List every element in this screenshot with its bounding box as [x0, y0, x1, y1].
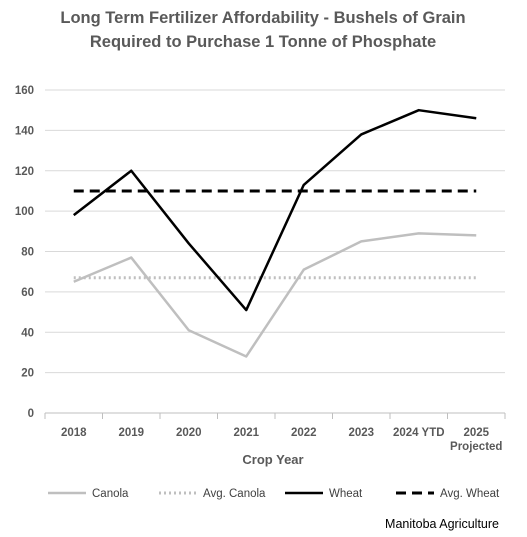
chart-title-line-1: Long Term Fertilizer Affordability - Bus… — [60, 9, 465, 27]
y-tick-label: 140 — [15, 125, 34, 137]
x-tick-label: 2018 — [61, 427, 87, 439]
x-axis-title: Crop Year — [242, 452, 303, 467]
y-tick-label: 120 — [15, 166, 34, 178]
y-tick-label: 160 — [15, 85, 34, 97]
x-axis: 2018 2019 2020 2021 2022 2023 2024 YTD 2025 Proj… — [44, 413, 506, 453]
y-tick-label: 40 — [21, 327, 34, 339]
y-tick-label: 60 — [21, 287, 34, 299]
x-tick-label: 2020 — [176, 427, 202, 439]
series-lines — [72, 108, 477, 358]
x-tick-label: 2022 — [291, 427, 317, 439]
legend-label: Canola — [92, 488, 129, 500]
x-tick-label: 2023 — [348, 427, 374, 439]
gridlines — [45, 89, 505, 414]
legend-label: Wheat — [329, 488, 363, 500]
legend: Canola Avg. Canola Wheat Avg. Wheat — [48, 488, 500, 500]
y-axis: 0 20 40 60 80 100 120 140 160 — [15, 85, 34, 420]
y-tick-label: 100 — [15, 206, 34, 218]
x-tick-label: 2025 — [463, 427, 489, 439]
chart-title-line-2: Required to Purchase 1 Tonne of Phosphat… — [90, 33, 436, 51]
y-tick-label: 20 — [21, 368, 34, 380]
x-tick-label: 2021 — [233, 427, 259, 439]
y-tick-label: 0 — [28, 408, 34, 420]
series-line-wheat — [72, 108, 477, 312]
y-tick-label: 80 — [21, 247, 34, 259]
series-line-canola — [73, 232, 477, 358]
x-tick-label: 2019 — [118, 427, 144, 439]
source-label: Manitoba Agriculture — [385, 517, 499, 531]
x-tick-label: 2024 YTD — [393, 427, 445, 439]
legend-label: Avg. Wheat — [440, 488, 500, 500]
legend-label: Avg. Canola — [203, 488, 266, 500]
x-tick-label: Projected — [450, 441, 502, 453]
